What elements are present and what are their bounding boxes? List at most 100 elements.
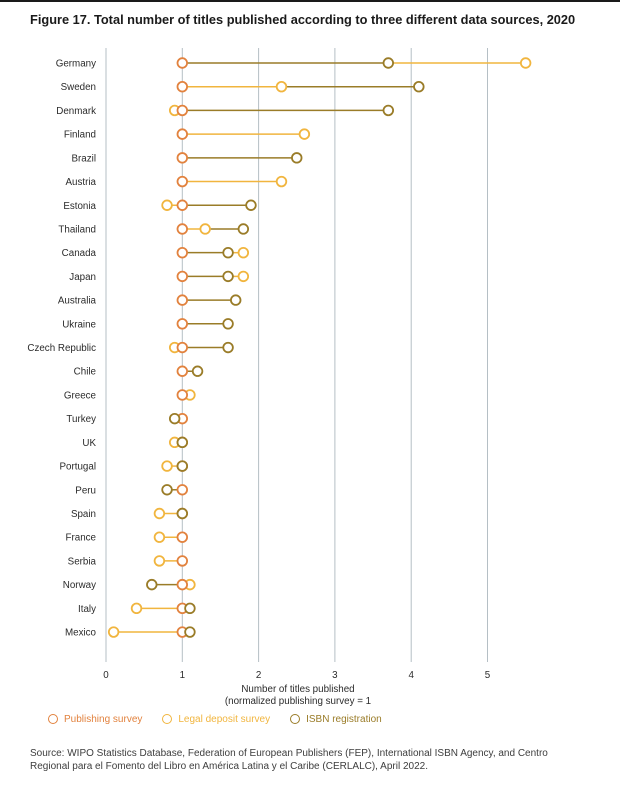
data-point	[519, 57, 532, 69]
data-point	[153, 507, 166, 520]
data-point	[176, 507, 189, 520]
country-label: France	[66, 533, 97, 544]
publishing-survey-marker-icon	[48, 714, 58, 725]
data-point	[237, 246, 250, 259]
data-point	[382, 57, 395, 69]
data-point	[230, 294, 242, 306]
x-tick-label: 2	[256, 670, 261, 681]
data-point	[222, 318, 234, 330]
data-point	[176, 246, 189, 259]
data-point	[176, 175, 189, 188]
legend-label: Publishing survey	[64, 713, 143, 725]
country-label: Ukraine	[62, 319, 96, 330]
data-point	[161, 460, 173, 472]
x-axis-label-line2: (normalized publishing survey = 1	[225, 696, 371, 707]
data-point	[153, 531, 166, 543]
data-point	[176, 104, 189, 117]
data-point	[199, 223, 211, 235]
legal-deposit-survey-marker-icon	[162, 714, 173, 725]
data-point	[153, 555, 166, 567]
legend-item-isbn-registration: ISBN registration	[290, 714, 382, 725]
data-point	[298, 128, 311, 140]
country-label: Turkey	[66, 414, 96, 425]
data-point	[176, 365, 189, 377]
data-point	[176, 436, 189, 449]
x-tick-label: 1	[180, 670, 185, 681]
country-label: Australia	[58, 296, 97, 307]
data-point	[176, 80, 189, 93]
data-point	[176, 389, 189, 401]
country-label: Spain	[71, 509, 96, 520]
dot-plot-chart: 0 1 2 3 4 5 Number of titles published(normali…	[27, 47, 532, 707]
country-label: Thailand	[58, 224, 96, 235]
data-point	[176, 341, 189, 354]
source-note: Source: WIPO Statistics Database, Federa…	[30, 747, 548, 772]
data-point	[237, 270, 250, 283]
data-point	[176, 223, 189, 235]
country-label: Denmark	[56, 106, 96, 117]
country-label: Austria	[66, 177, 97, 188]
data-point	[291, 152, 303, 164]
country-label: Greece	[64, 390, 97, 401]
data-point	[161, 199, 173, 211]
country-label: Brazil	[72, 153, 97, 164]
country-label: Estonia	[63, 201, 96, 212]
data-point	[413, 80, 425, 93]
data-point	[168, 412, 181, 425]
data-point	[176, 128, 189, 140]
data-point	[176, 484, 189, 496]
data-point	[184, 602, 196, 615]
data-point	[176, 531, 189, 543]
legend-label: Legal deposit survey	[178, 713, 271, 725]
country-label: Sweden	[61, 82, 96, 93]
data-point	[184, 626, 196, 638]
x-tick-label: 3	[332, 670, 338, 681]
country-label: Finland	[64, 130, 96, 141]
country-label: Norway	[63, 580, 96, 591]
country-label: UK	[82, 438, 96, 449]
top-rule	[0, 0, 620, 2]
data-point	[222, 246, 234, 259]
x-tick-label: 5	[485, 670, 491, 681]
data-point	[222, 341, 234, 354]
legend-item-publishing-survey: Publishing survey	[48, 714, 142, 725]
data-point	[146, 578, 158, 591]
country-label: Peru	[75, 485, 96, 496]
data-point	[176, 152, 189, 164]
data-point	[176, 318, 189, 330]
data-point	[382, 104, 395, 117]
data-point	[237, 223, 250, 235]
x-tick-label: 4	[408, 670, 414, 681]
data-point	[107, 626, 120, 638]
country-label: Japan	[69, 272, 96, 283]
figure-title: Figure 17. Total number of titles publis…	[30, 12, 576, 27]
data-point	[161, 484, 173, 496]
data-point	[176, 199, 189, 211]
data-point	[176, 270, 189, 283]
country-label: Czech Republic	[27, 343, 96, 354]
chart-legend: Publishing survey Legal deposit survey I…	[48, 714, 620, 725]
isbn-registration-marker-icon	[290, 714, 301, 725]
data-point	[176, 460, 189, 472]
data-point	[130, 602, 143, 615]
data-point	[275, 175, 288, 188]
x-tick-label: 0	[103, 670, 109, 681]
data-point	[176, 555, 189, 567]
data-point	[176, 294, 189, 306]
data-point	[191, 365, 204, 377]
x-axis-label: Number of titles published	[241, 684, 354, 695]
data-point	[222, 270, 234, 283]
country-label: Mexico	[65, 628, 97, 639]
legend-item-legal-deposit-survey: Legal deposit survey	[162, 714, 270, 725]
country-label: Italy	[78, 604, 96, 615]
data-point	[176, 578, 189, 591]
country-label: Canada	[62, 248, 97, 259]
country-label: Chile	[74, 367, 97, 378]
country-label: Germany	[56, 58, 96, 69]
data-point	[275, 80, 288, 93]
data-point	[245, 199, 257, 211]
country-label: Portugal	[60, 462, 97, 473]
data-point	[176, 57, 189, 69]
legend-label: ISBN registration	[306, 713, 382, 725]
